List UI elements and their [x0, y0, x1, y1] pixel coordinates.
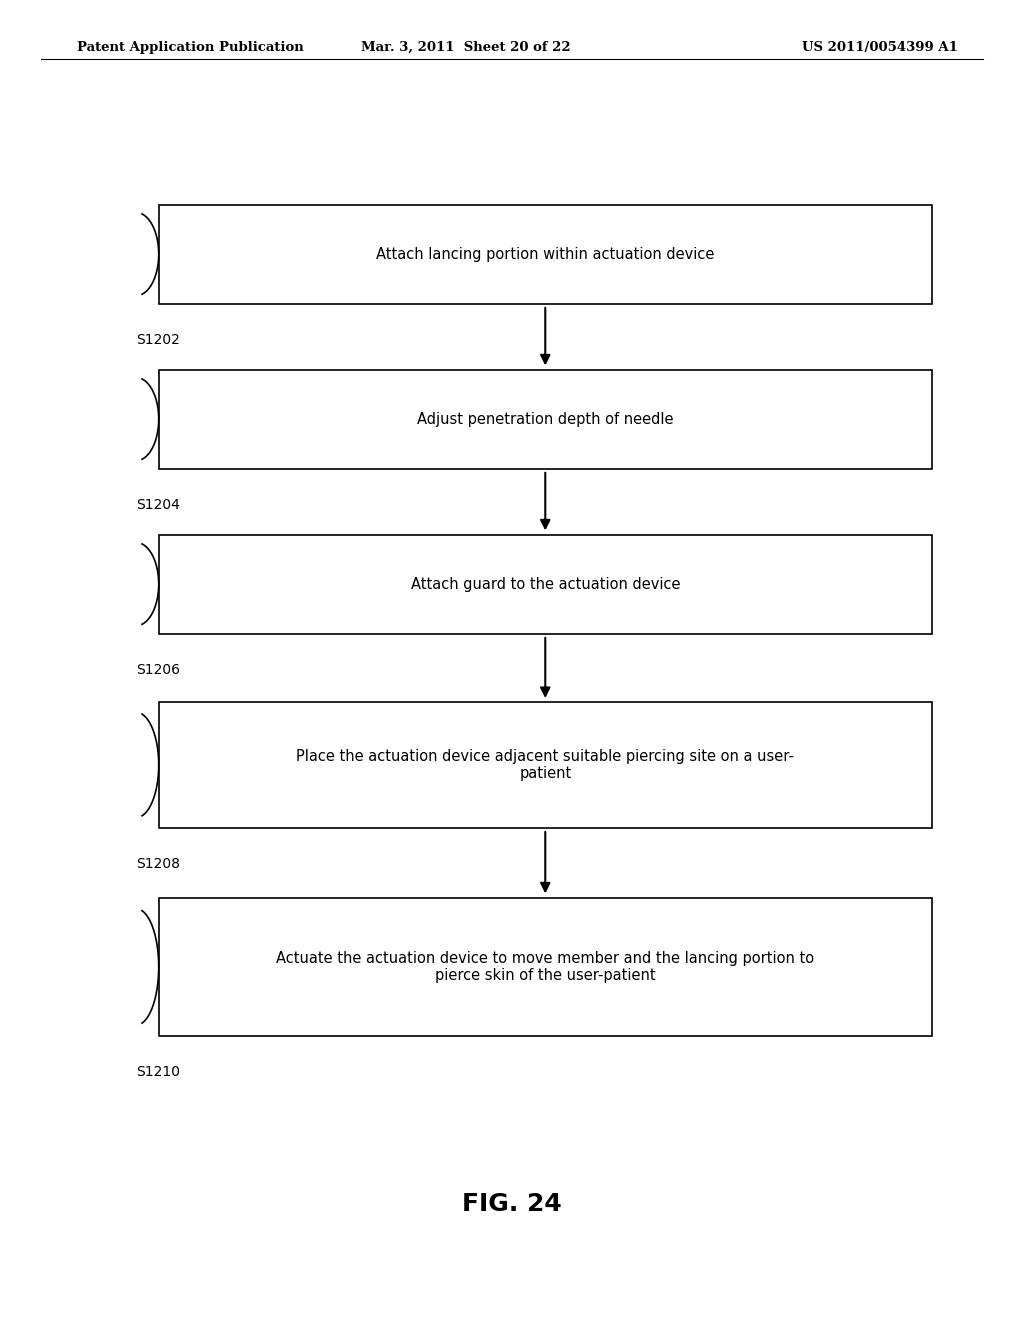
Bar — [159, 535, 932, 634]
Text: Attach guard to the actuation device: Attach guard to the actuation device — [411, 577, 680, 591]
Text: S1204: S1204 — [136, 498, 180, 512]
Text: S1208: S1208 — [136, 857, 180, 871]
Bar — [159, 702, 932, 828]
Text: Attach lancing portion within actuation device: Attach lancing portion within actuation … — [376, 247, 715, 261]
Text: S1202: S1202 — [136, 333, 180, 347]
Text: S1206: S1206 — [136, 663, 180, 677]
Text: Patent Application Publication: Patent Application Publication — [77, 41, 303, 54]
Text: Adjust penetration depth of needle: Adjust penetration depth of needle — [417, 412, 674, 426]
Bar — [159, 370, 932, 469]
Text: Mar. 3, 2011  Sheet 20 of 22: Mar. 3, 2011 Sheet 20 of 22 — [361, 41, 570, 54]
Text: Place the actuation device adjacent suitable piercing site on a user-
patient: Place the actuation device adjacent suit… — [296, 748, 795, 781]
Text: US 2011/0054399 A1: US 2011/0054399 A1 — [802, 41, 957, 54]
Text: S1210: S1210 — [136, 1065, 180, 1080]
Text: FIG. 24: FIG. 24 — [462, 1192, 562, 1216]
Text: Actuate the actuation device to move member and the lancing portion to
pierce sk: Actuate the actuation device to move mem… — [276, 950, 814, 983]
Bar — [159, 205, 932, 304]
Bar — [159, 898, 932, 1036]
